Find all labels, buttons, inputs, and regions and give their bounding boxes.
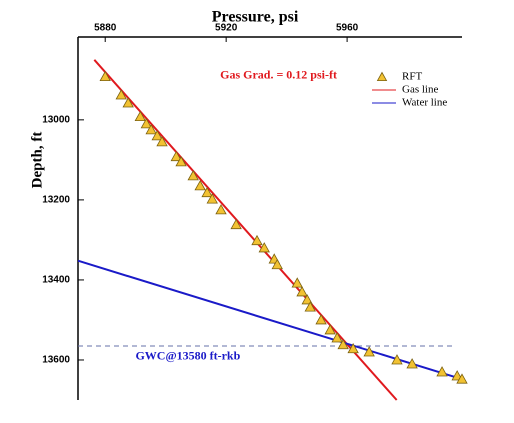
legend-label: Water line [402,97,447,109]
y-tick-label: 13000 [42,114,70,125]
rft-point [363,346,375,357]
legend-label: RFT [402,71,422,83]
annotation: GWC@13580 ft-rkb [135,349,240,363]
rft-point [215,204,227,215]
y-tick-label: 13200 [42,195,70,206]
rft-point [347,342,359,354]
rft-point [291,277,303,288]
rft-point [258,242,270,253]
annotation: Gas Grad. = 0.12 psi-ft [220,68,337,82]
rft-point [206,193,218,204]
rft-point [156,136,168,147]
rft-point [315,314,327,325]
rft-point [145,124,157,135]
x-tick-label: 5960 [336,23,359,34]
rft-point [115,89,127,100]
rft-point [296,286,308,297]
rft-point [187,170,199,181]
rft-point [122,97,134,108]
legend-swatch [376,71,388,81]
rft-point [251,234,263,246]
rft-point [134,110,146,122]
rft-point [301,294,313,305]
y-tick-label: 13600 [42,355,70,366]
rft-point [304,301,316,312]
rft-point [230,218,242,230]
rft-point [175,156,187,167]
rft-point [271,258,283,270]
x-tick-label: 5920 [215,23,238,34]
rft-point [436,366,448,377]
legend-label: Gas line [402,84,438,96]
rft-point [201,186,213,198]
rft-point [140,118,153,129]
x-tick-label: 5880 [94,23,117,34]
rft-point [391,354,403,365]
rft-point [337,338,349,350]
rft-point [406,358,418,369]
y-axis-label: Depth, ft [29,132,45,189]
y-tick-label: 13400 [42,275,70,286]
rft-point [151,130,163,141]
rft-point [456,373,468,384]
chart-title: Pressure, psi [212,9,299,26]
rft-point [324,324,336,335]
rft-point [331,332,343,343]
rft-point [99,70,111,82]
rft-point [170,150,182,162]
rft-point [194,180,206,191]
